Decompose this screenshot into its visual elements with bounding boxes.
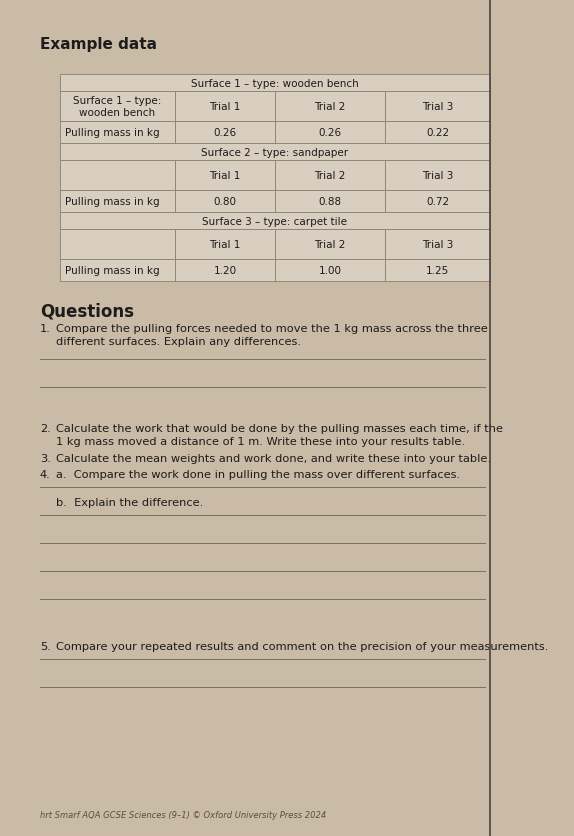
Bar (275, 260, 385, 282)
Text: 3.: 3. (40, 453, 51, 463)
Text: Trial 3: Trial 3 (422, 102, 453, 112)
Text: 5.: 5. (40, 641, 51, 651)
Bar (175, 161, 275, 191)
Bar (385, 230, 490, 260)
Text: 1.20: 1.20 (214, 266, 236, 276)
Bar (385, 122, 490, 144)
Text: Surface 2 – type: sandpaper: Surface 2 – type: sandpaper (201, 147, 348, 157)
Text: Trial 2: Trial 2 (315, 171, 346, 181)
Bar (175, 191, 275, 212)
Bar (60, 92, 175, 122)
Bar (175, 260, 275, 282)
Text: Trial 3: Trial 3 (422, 171, 453, 181)
Bar (175, 122, 275, 144)
Text: Trial 2: Trial 2 (315, 240, 346, 250)
Text: Pulling mass in kg: Pulling mass in kg (65, 266, 160, 276)
Text: 1.25: 1.25 (426, 266, 449, 276)
Text: 1.00: 1.00 (319, 266, 342, 276)
Bar (275, 122, 385, 144)
Bar (385, 92, 490, 122)
Bar (275, 161, 385, 191)
Text: Calculate the mean weights and work done, and write these into your table.: Calculate the mean weights and work done… (56, 453, 491, 463)
Text: 0.22: 0.22 (426, 128, 449, 138)
Text: Questions: Questions (40, 302, 134, 319)
Bar (385, 191, 490, 212)
Text: Pulling mass in kg: Pulling mass in kg (65, 128, 160, 138)
Text: Surface 1 – type: wooden bench: Surface 1 – type: wooden bench (191, 79, 359, 89)
Bar (60, 230, 175, 260)
Text: Surface 3 – type: carpet tile: Surface 3 – type: carpet tile (203, 217, 347, 227)
Text: 0.26: 0.26 (319, 128, 342, 138)
Bar (175, 230, 275, 260)
Text: 4.: 4. (40, 470, 51, 479)
Bar (60, 144, 490, 161)
Bar (385, 260, 490, 282)
Bar (385, 161, 490, 191)
Text: a.  Compare the work done in pulling the mass over different surfaces.: a. Compare the work done in pulling the … (56, 470, 460, 479)
Text: Trial 1: Trial 1 (210, 171, 241, 181)
Text: Compare your repeated results and comment on the precision of your measurements.: Compare your repeated results and commen… (56, 641, 548, 651)
Text: Compare the pulling forces needed to move the 1 kg mass across the three
differe: Compare the pulling forces needed to mov… (56, 324, 488, 347)
Bar (60, 122, 175, 144)
Bar (60, 260, 175, 282)
Text: Calculate the work that would be done by the pulling masses each time, if the
1 : Calculate the work that would be done by… (56, 424, 503, 446)
Bar (60, 75, 490, 92)
Text: hrt Smarf AQA GCSE Sciences (9–1) © Oxford University Press 2024: hrt Smarf AQA GCSE Sciences (9–1) © Oxfo… (40, 810, 326, 819)
Text: Trial 1: Trial 1 (210, 240, 241, 250)
Text: 0.26: 0.26 (214, 128, 236, 138)
Bar (60, 212, 490, 230)
Text: Trial 2: Trial 2 (315, 102, 346, 112)
Text: Example data: Example data (40, 37, 157, 52)
Text: 0.88: 0.88 (319, 196, 342, 206)
Text: 0.72: 0.72 (426, 196, 449, 206)
Bar (60, 161, 175, 191)
Bar (175, 92, 275, 122)
Text: 2.: 2. (40, 424, 51, 434)
Text: Trial 1: Trial 1 (210, 102, 241, 112)
Text: Pulling mass in kg: Pulling mass in kg (65, 196, 160, 206)
Text: b.  Explain the difference.: b. Explain the difference. (56, 497, 203, 507)
Text: 0.80: 0.80 (214, 196, 236, 206)
Bar (275, 230, 385, 260)
Bar (60, 191, 175, 212)
Bar (275, 191, 385, 212)
Text: Trial 3: Trial 3 (422, 240, 453, 250)
Text: Surface 1 – type:
wooden bench: Surface 1 – type: wooden bench (73, 96, 162, 118)
Text: 1.: 1. (40, 324, 51, 334)
Bar (275, 92, 385, 122)
